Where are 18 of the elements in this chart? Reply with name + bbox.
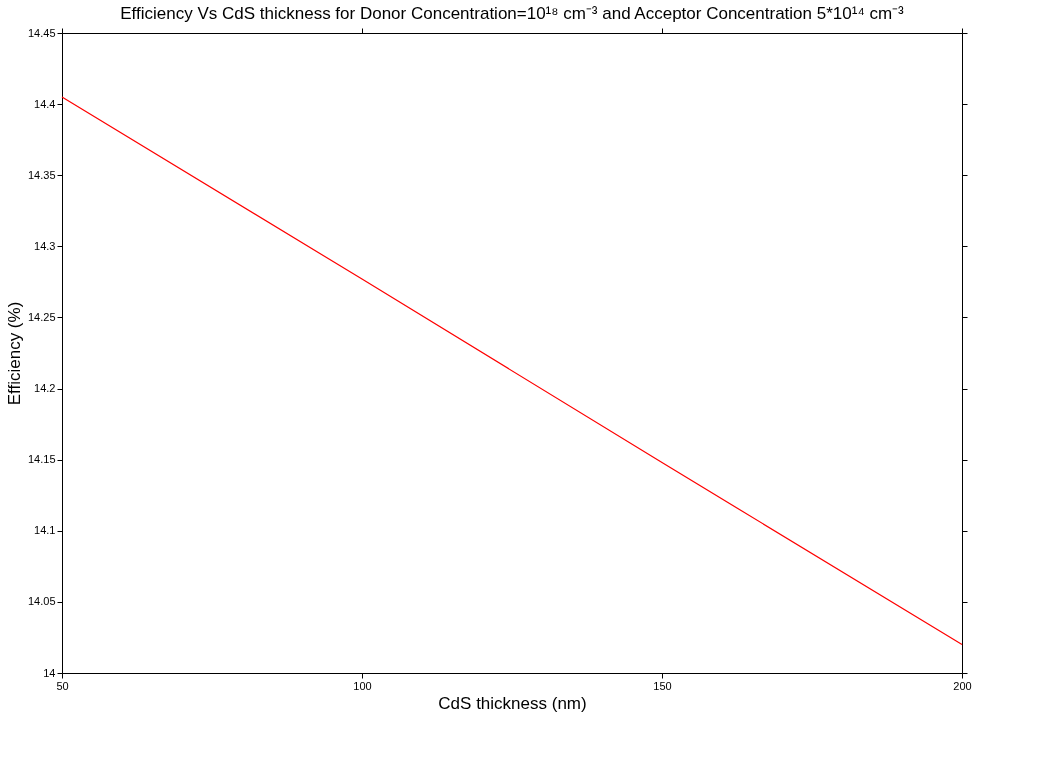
x-axis-title: CdS thickness (nm) [438, 693, 587, 713]
y-axis-title: Efficiency (%) [4, 301, 24, 406]
x-tick-label: 50 [56, 679, 69, 692]
y-tick-label: 14.05 [27, 595, 56, 608]
y-tick-label: 14.25 [27, 310, 56, 323]
y-tick-label: 14.3 [34, 239, 56, 252]
y-tick-label: 14.15 [27, 453, 56, 466]
y-tick-label: 14.1 [34, 524, 56, 537]
x-tick-label: 200 [953, 679, 972, 692]
y-tick-label: 14 [43, 666, 56, 679]
y-tick-label: 14.45 [27, 26, 56, 39]
y-tick-label: 14.35 [27, 168, 56, 181]
x-tick-label: 150 [653, 679, 672, 692]
y-tick-label: 14.4 [34, 97, 56, 110]
line-series [61, 96, 963, 646]
x-tick-label: 100 [353, 679, 372, 692]
y-tick-label: 14.2 [34, 382, 56, 395]
chart-title: Efficiency Vs CdS thickness for Donor Concentration=10¹⁸ cm⁻³ and Acceptor Concentration 5*10¹⁴ cm⁻³ [120, 4, 905, 23]
